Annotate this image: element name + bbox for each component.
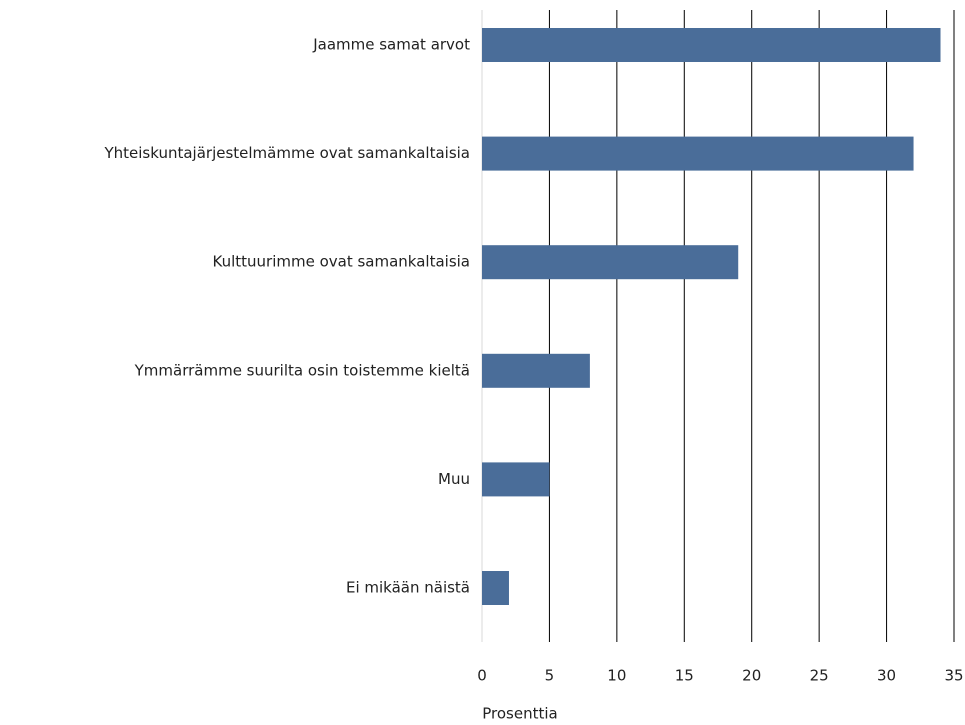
bar [482, 462, 550, 497]
x-tick-label: 0 [477, 667, 487, 685]
x-tick-label: 15 [675, 667, 694, 685]
y-tick-label: Ei mikään näistä [346, 579, 470, 597]
x-tick-label: 20 [742, 667, 761, 685]
bar [482, 136, 914, 171]
x-tick-label: 5 [545, 667, 555, 685]
bar [482, 245, 739, 280]
y-tick-label: Kulttuurimme ovat samankaltaisia [212, 253, 470, 271]
bar [482, 28, 941, 62]
bar [482, 353, 590, 388]
y-tick-label: Yhteiskuntajärjestelmämme ovat samankalt… [103, 144, 470, 162]
x-tick-label: 30 [877, 667, 896, 685]
x-tick-label: 35 [944, 667, 963, 685]
x-tick-label: 10 [607, 667, 626, 685]
y-tick-label: Jaamme samat arvot [312, 36, 470, 54]
bar [482, 571, 509, 605]
x-tick-label: 25 [810, 667, 829, 685]
y-tick-label: Muu [438, 470, 470, 488]
y-tick-label: Ymmärrämme suurilta osin toistemme kielt… [134, 361, 470, 379]
x-axis-label: Prosenttia [482, 705, 557, 723]
